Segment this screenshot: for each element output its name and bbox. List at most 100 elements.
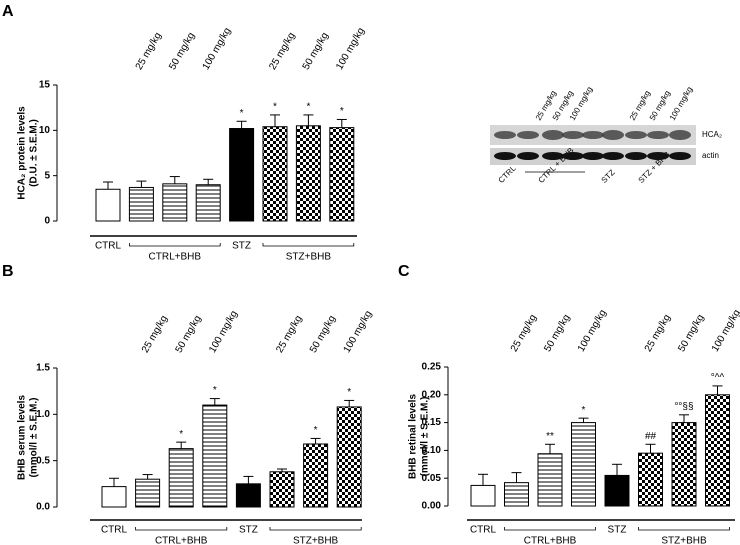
bar bbox=[504, 482, 529, 507]
annotation: * bbox=[240, 108, 244, 119]
blot-band bbox=[669, 130, 691, 140]
annotation: * bbox=[314, 425, 318, 436]
bar bbox=[101, 486, 127, 508]
panel-label: C bbox=[398, 263, 410, 280]
bar bbox=[195, 184, 221, 222]
y-axis-label: (mmol/l ± S.E.M.) bbox=[420, 397, 431, 477]
y-axis-label: (D.U. ± S.E.M.) bbox=[29, 119, 40, 187]
x-tick-label: 100 mg/kg bbox=[342, 309, 375, 355]
x-tick-label: 100 mg/kg bbox=[710, 308, 740, 354]
x-tick-label: 50 mg/kg bbox=[301, 31, 331, 72]
bar bbox=[202, 404, 228, 508]
x-tick-label: 100 mg/kg bbox=[334, 26, 367, 72]
y-tick-label: 0 bbox=[44, 216, 50, 227]
lane-label: 100 mg/kg bbox=[668, 85, 694, 122]
group-bracket bbox=[129, 243, 221, 247]
group-label: STZ bbox=[232, 241, 251, 252]
annotation: * bbox=[273, 102, 277, 113]
y-axis-label: BHB retinal levels bbox=[408, 394, 419, 479]
bar bbox=[336, 406, 362, 508]
y-tick-label: 0.10 bbox=[422, 445, 442, 456]
blot-band bbox=[494, 152, 516, 160]
y-tick-label: 15 bbox=[39, 80, 51, 91]
annotation: * bbox=[213, 385, 217, 396]
y-axis-label: HCA₂ protein levels bbox=[17, 106, 28, 200]
blot-band bbox=[562, 131, 584, 139]
blot-band bbox=[647, 131, 669, 139]
blot-band bbox=[542, 130, 564, 140]
group-label: CTRL+BHB bbox=[155, 536, 208, 545]
bar bbox=[303, 443, 329, 508]
group-bracket bbox=[638, 527, 730, 531]
group-label: STZ+BHB bbox=[293, 536, 339, 545]
x-tick-label: 100 mg/kg bbox=[576, 308, 609, 354]
bar bbox=[168, 448, 194, 508]
bar bbox=[470, 484, 496, 507]
x-tick-label: 100 mg/kg bbox=[207, 309, 240, 355]
y-tick-label: 0.5 bbox=[36, 455, 50, 466]
panel-label: B bbox=[2, 263, 14, 280]
bar bbox=[671, 422, 697, 507]
band-label: HCA₂ bbox=[702, 130, 722, 139]
x-tick-label: 25 mg/kg bbox=[134, 31, 164, 72]
blot-band bbox=[494, 131, 516, 139]
blot-band bbox=[647, 152, 669, 160]
blot-band bbox=[517, 131, 539, 139]
lane-label: 100 mg/kg bbox=[568, 85, 594, 122]
blot-group-label: CTRL bbox=[497, 163, 519, 185]
x-tick-label: 25 mg/kg bbox=[267, 31, 297, 72]
annotation: ## bbox=[645, 431, 657, 442]
blot-band bbox=[602, 130, 624, 140]
blot-band bbox=[517, 152, 539, 160]
panel-label: A bbox=[2, 3, 14, 20]
blot-group-label: STZ bbox=[600, 168, 617, 185]
bar bbox=[329, 127, 355, 222]
y-tick-label: 0.20 bbox=[422, 389, 442, 400]
x-tick-label: 25 mg/kg bbox=[643, 313, 673, 354]
blot-band bbox=[542, 152, 564, 160]
blot-band bbox=[669, 152, 691, 160]
bar bbox=[295, 125, 321, 222]
group-label: CTRL+BHB bbox=[149, 252, 202, 263]
annotation: * bbox=[179, 429, 183, 440]
y-tick-label: 0.05 bbox=[422, 473, 442, 484]
annotation: * bbox=[340, 106, 344, 117]
x-tick-label: 25 mg/kg bbox=[509, 313, 539, 354]
y-axis-label: (mmol/l ± S.E.M.) bbox=[29, 398, 40, 478]
x-tick-label: 50 mg/kg bbox=[167, 31, 197, 72]
bar bbox=[128, 186, 154, 222]
x-tick-label: 100 mg/kg bbox=[201, 26, 234, 72]
group-bracket bbox=[504, 527, 596, 531]
x-tick-label: 50 mg/kg bbox=[542, 313, 572, 354]
bar bbox=[705, 394, 730, 507]
bar bbox=[638, 452, 663, 507]
bar bbox=[571, 422, 596, 507]
group-bracket bbox=[262, 243, 355, 247]
annotation: * bbox=[347, 387, 351, 398]
annotation: °°§§ bbox=[674, 401, 693, 412]
x-tick-label: 25 mg/kg bbox=[274, 314, 304, 355]
y-tick-label: 10 bbox=[39, 125, 51, 136]
group-label: CTRL bbox=[95, 241, 122, 252]
group-bracket bbox=[269, 527, 362, 531]
y-tick-label: 0.25 bbox=[422, 362, 442, 373]
bar bbox=[269, 471, 295, 508]
bar bbox=[162, 183, 188, 222]
blot-band bbox=[582, 131, 604, 139]
group-bracket bbox=[135, 527, 228, 531]
y-tick-label: 0.00 bbox=[422, 501, 442, 512]
group-label: STZ bbox=[608, 525, 627, 536]
bar bbox=[537, 453, 563, 507]
annotation: °^^ bbox=[711, 373, 725, 384]
y-tick-label: 0.0 bbox=[36, 502, 50, 513]
annotation: * bbox=[582, 405, 586, 416]
annotation: ** bbox=[546, 431, 554, 442]
band-label: actin bbox=[702, 151, 719, 160]
y-axis-label: BHB serum levels bbox=[17, 395, 28, 480]
y-tick-label: 5 bbox=[44, 170, 50, 181]
y-tick-label: 0.15 bbox=[422, 417, 442, 428]
y-tick-label: 1.0 bbox=[36, 409, 50, 420]
group-label: STZ+BHB bbox=[286, 252, 332, 263]
x-tick-label: 50 mg/kg bbox=[308, 314, 338, 355]
bar bbox=[262, 126, 288, 222]
